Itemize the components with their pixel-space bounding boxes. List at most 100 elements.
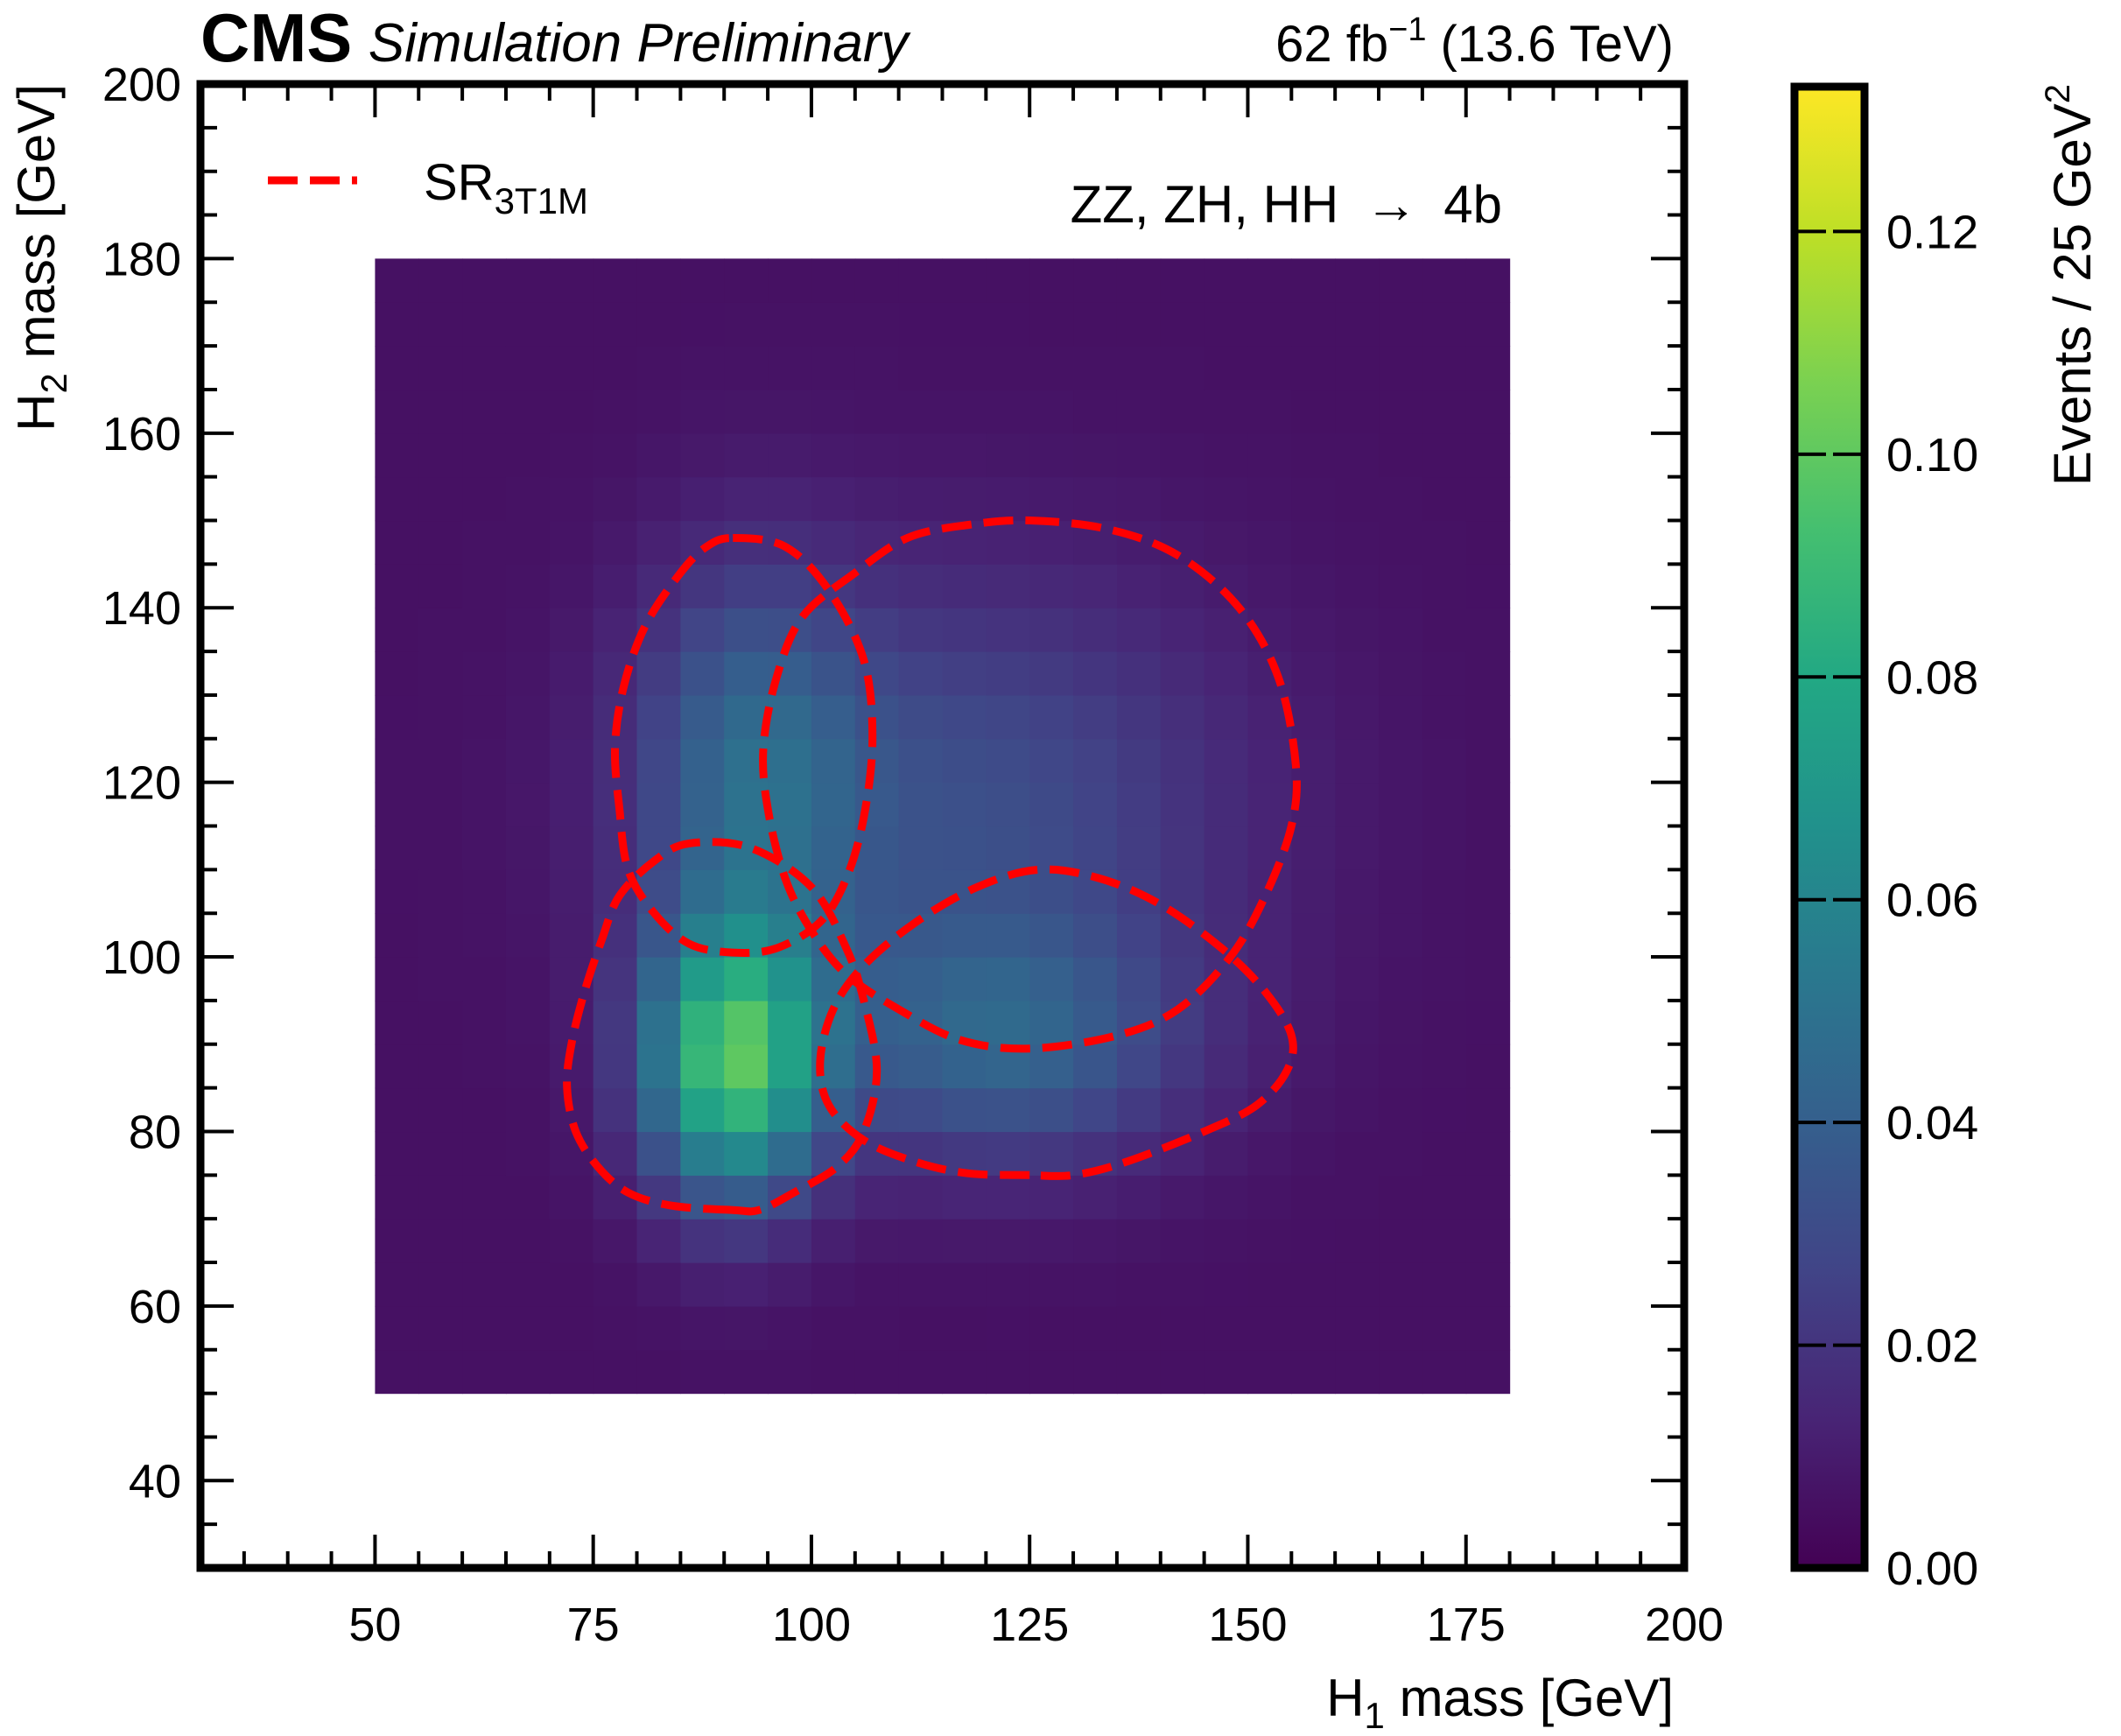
heatmap-cell	[1029, 913, 1074, 958]
heatmap-cell	[986, 913, 1030, 958]
heatmap-cell	[1379, 1349, 1423, 1395]
heatmap-cell	[418, 694, 463, 740]
heatmap-cell	[768, 694, 812, 740]
heatmap-cell	[1160, 476, 1205, 522]
heatmap-cell	[942, 651, 987, 696]
heatmap-cell	[854, 869, 900, 914]
heatmap-cell	[1160, 520, 1205, 565]
heatmap-cell	[375, 651, 419, 696]
heatmap-cell	[505, 913, 551, 958]
heatmap-cell	[462, 957, 507, 1002]
heatmap-cell	[1291, 1087, 1336, 1133]
heatmap-cell	[942, 957, 987, 1002]
heatmap-cell	[462, 1000, 507, 1045]
heatmap-cell	[898, 389, 944, 434]
heatmap-cell	[1073, 957, 1118, 1002]
heatmap-cell	[986, 1087, 1030, 1133]
heatmap-cell	[1247, 432, 1292, 478]
heatmap-cell	[1029, 608, 1074, 652]
heatmap-cell	[549, 476, 594, 522]
heatmap-cell	[593, 1000, 638, 1045]
heatmap-cell	[1422, 1349, 1467, 1395]
heatmap-cell	[768, 1219, 812, 1263]
x-tick-label: 175	[1427, 1599, 1506, 1651]
heatmap-cell	[1160, 1305, 1205, 1351]
heatmap-cell	[462, 476, 507, 522]
heatmap-cell	[1029, 1087, 1074, 1133]
heatmap-cell	[549, 1000, 594, 1045]
heatmap-cell	[1465, 1087, 1511, 1133]
heatmap-cell	[1291, 1000, 1336, 1045]
heatmap-cell	[1335, 1087, 1380, 1133]
heatmap-cell	[462, 869, 507, 914]
heatmap-cell	[1465, 608, 1511, 652]
heatmap-cell	[942, 258, 987, 303]
heatmap-cell	[680, 432, 725, 478]
heatmap-cell	[986, 1219, 1030, 1263]
heatmap-cell	[724, 1000, 769, 1045]
heatmap-cell	[1204, 389, 1249, 434]
heatmap-cell	[375, 869, 419, 914]
heatmap-cell	[375, 564, 419, 608]
heatmap-cell	[636, 432, 681, 478]
heatmap-cell	[1116, 1044, 1162, 1089]
heatmap-cell	[854, 1305, 900, 1351]
colorbar-tick-label: 0.04	[1886, 1097, 1978, 1149]
colorbar	[1790, 82, 1869, 1572]
heatmap-cell	[680, 694, 725, 740]
heatmap-cell	[549, 520, 594, 565]
heatmap-cell	[811, 782, 856, 827]
heatmap-cell	[1422, 302, 1467, 347]
heatmap-cell	[636, 869, 681, 914]
heatmap-cell	[680, 738, 725, 784]
heatmap-cell	[1422, 1087, 1467, 1133]
heatmap-cell	[1116, 346, 1162, 390]
heatmap-cell	[1422, 258, 1467, 303]
heatmap-cell	[505, 694, 551, 740]
heatmap-cell	[898, 1219, 944, 1263]
heatmap-cell	[549, 302, 594, 347]
heatmap-cell	[1073, 1349, 1118, 1395]
heatmap-cell	[375, 1349, 419, 1395]
heatmap-cell	[1204, 1175, 1249, 1219]
heatmap-cell	[418, 913, 463, 958]
heatmap-cell	[418, 1305, 463, 1351]
heatmap-cell	[1379, 782, 1423, 827]
heatmap-cell	[375, 1262, 419, 1307]
heatmap-cell	[1073, 1219, 1118, 1263]
heatmap-cell	[1465, 869, 1511, 914]
heatmap-cell	[854, 1262, 900, 1307]
heatmap-cell	[811, 302, 856, 347]
heatmap-cell	[1073, 302, 1118, 347]
heatmap-cell	[462, 1349, 507, 1395]
heatmap-cell	[1204, 258, 1249, 303]
heatmap-cell	[1291, 826, 1336, 870]
heatmap-cell	[549, 869, 594, 914]
heatmap-cell	[462, 302, 507, 347]
heatmap-cell	[1422, 520, 1467, 565]
heatmap-cell	[1379, 1219, 1423, 1263]
heatmap-cell	[986, 564, 1030, 608]
heatmap-cell	[1247, 1175, 1292, 1219]
heatmap-cell	[986, 1175, 1030, 1219]
heatmap-cell	[680, 1087, 725, 1133]
heatmap-cell	[549, 738, 594, 784]
heatmap-cell	[1116, 782, 1162, 827]
heatmap-cell	[680, 1000, 725, 1045]
heatmap-cell	[549, 1262, 594, 1307]
heatmap-cell	[593, 608, 638, 652]
heatmap-cell	[1291, 1131, 1336, 1176]
heatmap-cell	[1291, 389, 1336, 434]
heatmap-cell	[1291, 913, 1336, 958]
heatmap-cell	[768, 957, 812, 1002]
heatmap-cell	[462, 782, 507, 827]
heatmap-cell	[375, 389, 419, 434]
plot-frame	[196, 80, 1689, 1572]
heatmap-cell	[593, 258, 638, 303]
heatmap-cell	[1073, 1087, 1118, 1133]
heatmap-cell	[1379, 258, 1423, 303]
heatmap-cell	[1204, 608, 1249, 652]
heatmap-cell	[375, 1175, 419, 1219]
heatmap-cell	[898, 346, 944, 390]
heatmap-cell	[898, 738, 944, 784]
